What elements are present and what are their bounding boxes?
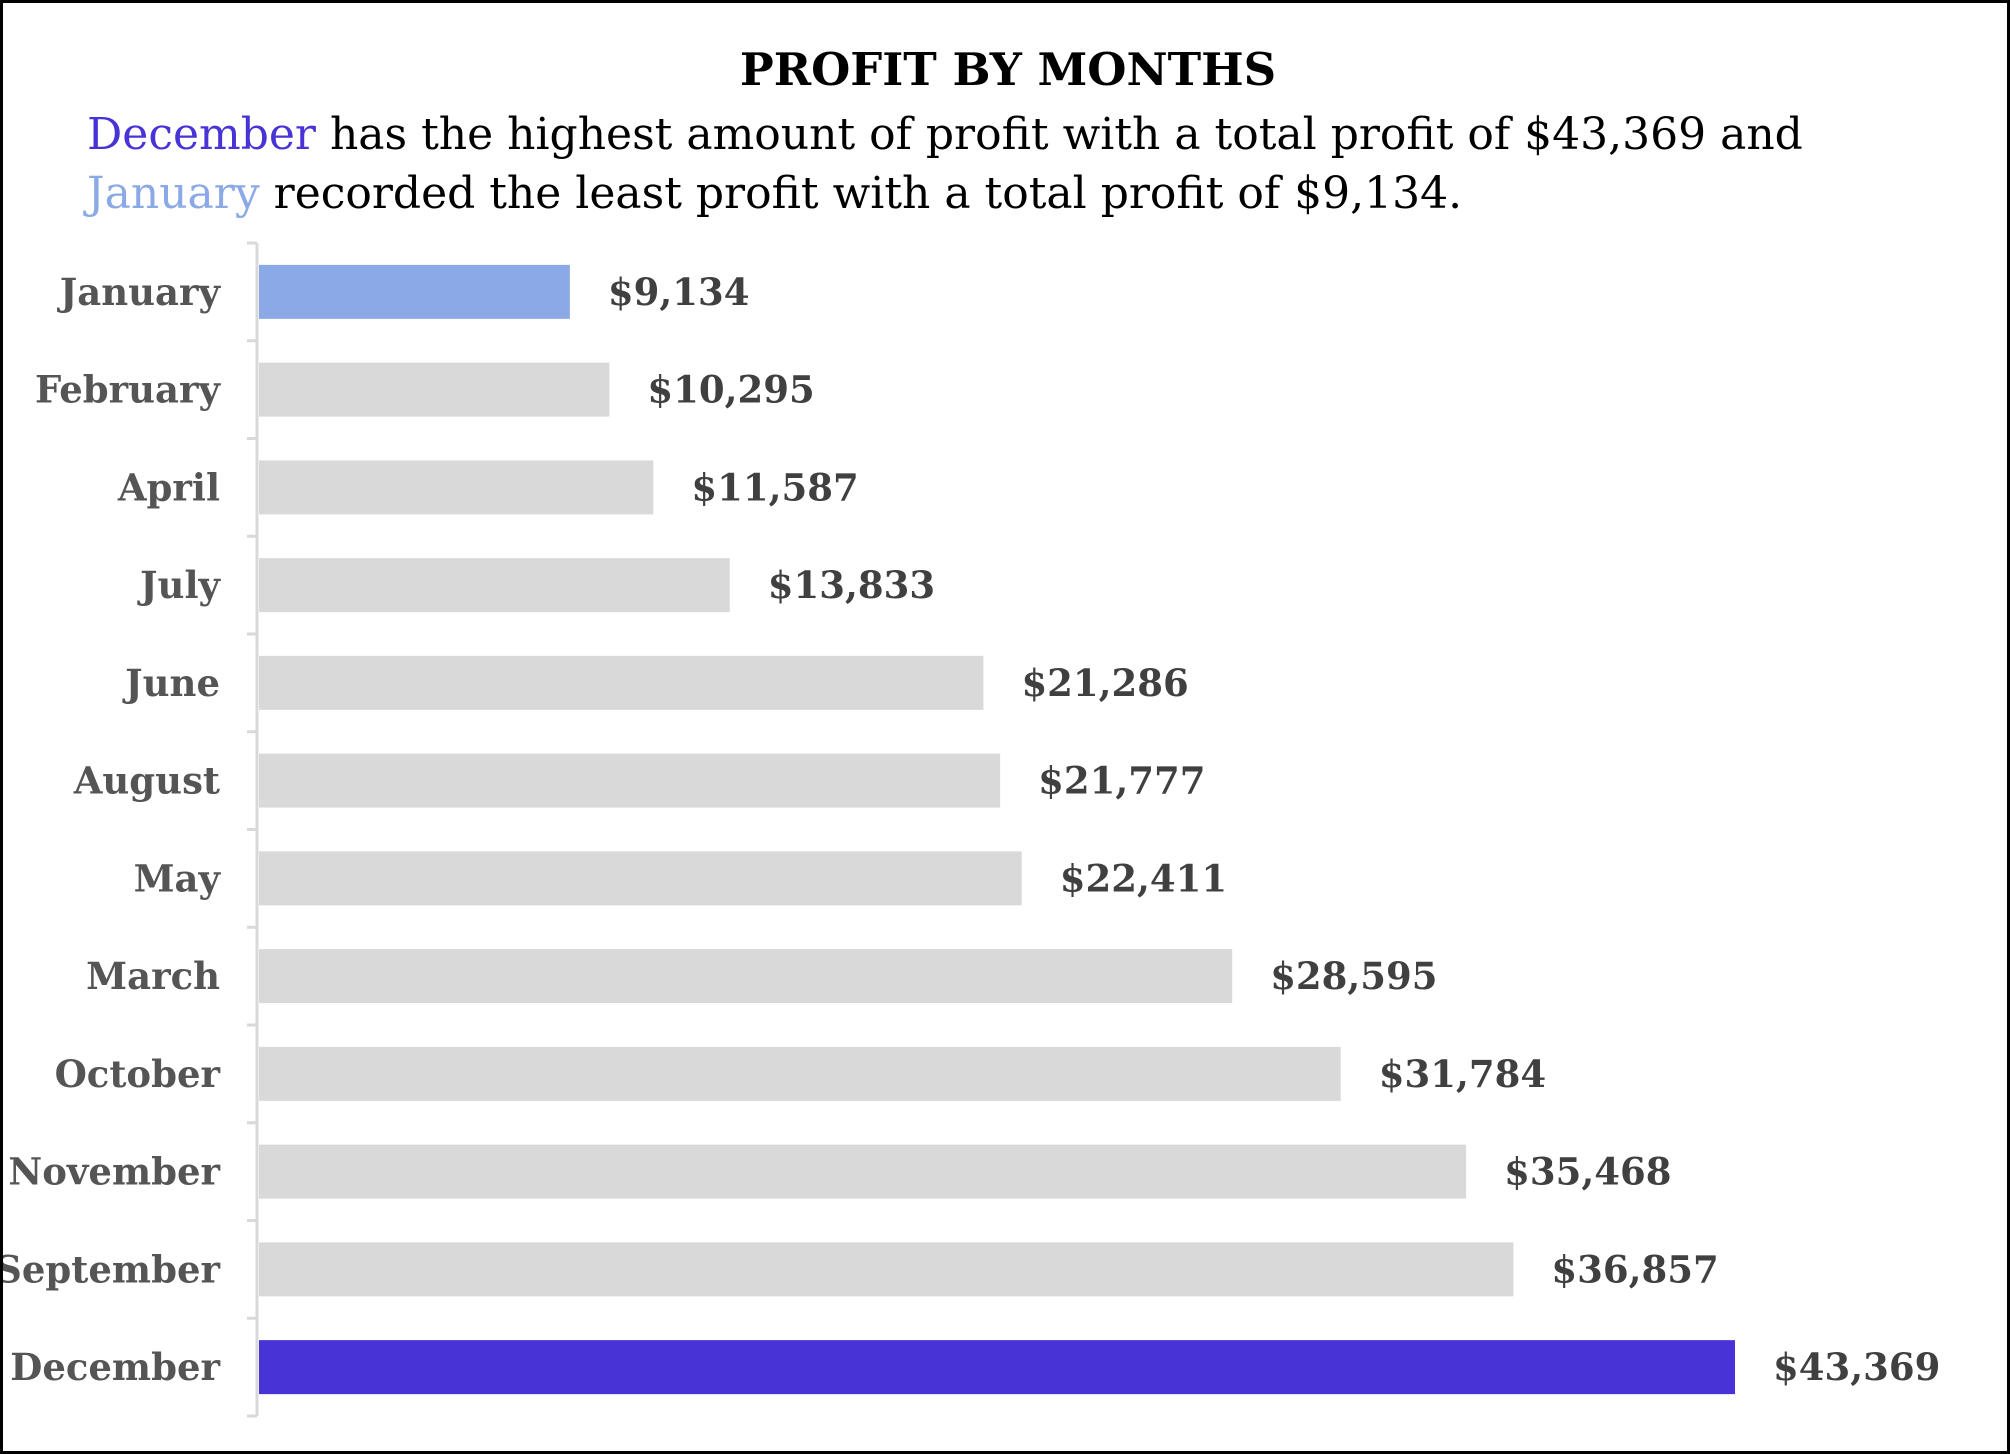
subtitle-text-2: recorded the least profit with a total p… <box>259 168 1463 219</box>
bar-march <box>259 949 1233 1004</box>
category-label-may: May <box>134 856 222 900</box>
category-label-february: February <box>35 368 222 412</box>
subtitle-text-1: has the highest amount of profit with a … <box>315 109 1803 160</box>
value-label-december: $43,369 <box>1773 1345 1940 1389</box>
bar-may <box>259 851 1022 906</box>
category-label-august: August <box>73 759 220 803</box>
category-label-march: March <box>86 954 220 998</box>
chart-subtitle: December has the highest amount of profi… <box>87 105 1947 223</box>
category-label-november: November <box>8 1150 220 1194</box>
bar-december <box>259 1340 1735 1395</box>
bar-october <box>259 1046 1341 1101</box>
category-label-january: January <box>57 270 222 314</box>
category-label-july: July <box>137 563 221 607</box>
category-label-september: September <box>3 1247 220 1291</box>
value-label-april: $11,587 <box>691 465 858 509</box>
value-label-july: $13,833 <box>768 563 935 607</box>
category-label-december: December <box>10 1345 220 1389</box>
value-label-september: $36,857 <box>1551 1247 1718 1291</box>
bar-september <box>259 1242 1514 1297</box>
subtitle-highlight-max: December <box>87 109 316 160</box>
bar-november <box>259 1144 1467 1199</box>
bar-august <box>259 753 1001 808</box>
value-label-august: $21,777 <box>1038 759 1205 803</box>
value-label-june: $21,286 <box>1021 661 1188 705</box>
bar-july <box>259 558 730 613</box>
value-label-may: $22,411 <box>1060 856 1227 900</box>
category-label-october: October <box>55 1052 221 1096</box>
chart-title: PROFIT BY MONTHS <box>739 43 1277 96</box>
bar-january <box>259 264 570 319</box>
value-label-march: $28,595 <box>1270 954 1437 998</box>
value-label-february: $10,295 <box>647 368 814 412</box>
subtitle-highlight-min: January <box>87 168 260 219</box>
bar-february <box>259 362 610 417</box>
bar-june <box>259 655 984 710</box>
bar-april <box>259 460 654 515</box>
category-label-april: April <box>117 465 220 509</box>
value-label-october: $31,784 <box>1379 1052 1546 1096</box>
value-label-november: $35,468 <box>1504 1150 1671 1194</box>
category-label-june: June <box>122 661 220 705</box>
value-label-january: $9,134 <box>608 270 750 314</box>
bar-chart: January $9,134 February $10,295 April $11,587… <box>3 241 1940 1418</box>
